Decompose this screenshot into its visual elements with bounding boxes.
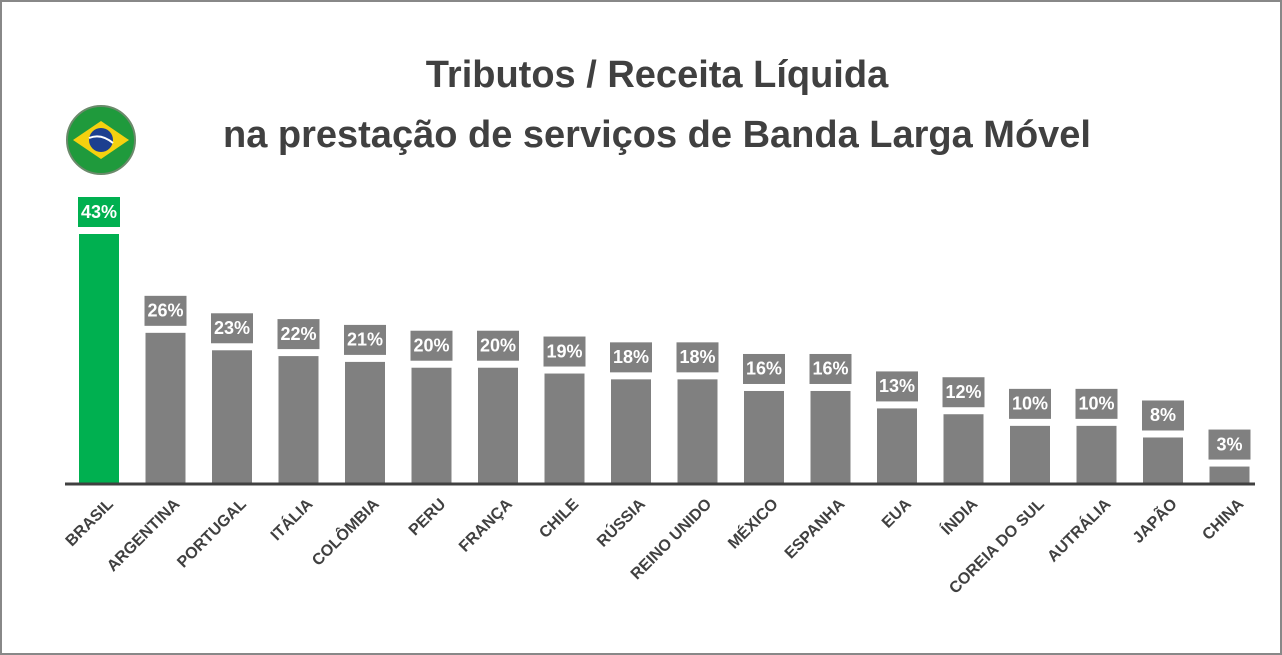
bar [411, 367, 452, 484]
bar [943, 414, 984, 484]
value-label-box [477, 330, 519, 361]
value-label-box [144, 295, 187, 326]
value-label-box [942, 377, 985, 408]
bar [278, 356, 319, 484]
bar [145, 332, 186, 484]
chart-title: Tributos / Receita Líquida [426, 54, 889, 96]
value-label-box [876, 371, 918, 402]
value-label-box [1208, 429, 1251, 460]
bar [810, 390, 851, 484]
flag-icon [66, 105, 136, 175]
value-label-box [543, 336, 586, 367]
value-label-box [676, 342, 719, 373]
bar [478, 367, 518, 484]
value-label: 12% [945, 382, 981, 402]
value-label: 19% [546, 341, 582, 361]
bar [544, 373, 585, 484]
value-label: 21% [347, 330, 383, 350]
value-label-box [1009, 388, 1051, 419]
value-label: 23% [214, 318, 250, 338]
bar [1010, 425, 1050, 484]
value-label: 26% [147, 301, 183, 321]
value-label-box [211, 313, 253, 344]
bar [79, 234, 119, 484]
chart-subtitle: na prestação de serviços de Banda Larga … [223, 114, 1091, 156]
value-label: 8% [1150, 405, 1176, 425]
bar [1143, 437, 1183, 484]
bar [611, 379, 651, 484]
bar [212, 350, 252, 484]
bar [877, 408, 917, 484]
value-label: 10% [1012, 394, 1048, 414]
value-label: 10% [1078, 394, 1114, 414]
value-label: 3% [1216, 434, 1242, 454]
value-label: 22% [280, 324, 316, 344]
value-label-box [743, 353, 785, 384]
value-label-box [809, 353, 852, 384]
value-label: 20% [413, 335, 449, 355]
bar [1209, 466, 1250, 484]
value-label-box [78, 197, 120, 227]
value-label: 20% [480, 335, 516, 355]
bar [345, 361, 385, 484]
value-label-box [410, 330, 453, 361]
value-label: 13% [879, 376, 915, 396]
value-label: 16% [812, 359, 848, 379]
value-label-box [1142, 400, 1184, 431]
bar [677, 379, 718, 484]
value-label-box [277, 319, 320, 350]
value-label: 18% [679, 347, 715, 367]
value-label: 16% [746, 359, 782, 379]
value-label: 18% [613, 347, 649, 367]
value-label-box [1075, 388, 1118, 419]
bar [1076, 425, 1117, 484]
bar [744, 390, 784, 484]
value-label-box [344, 324, 386, 355]
value-label-box [610, 342, 652, 373]
value-label: 43% [81, 202, 117, 222]
